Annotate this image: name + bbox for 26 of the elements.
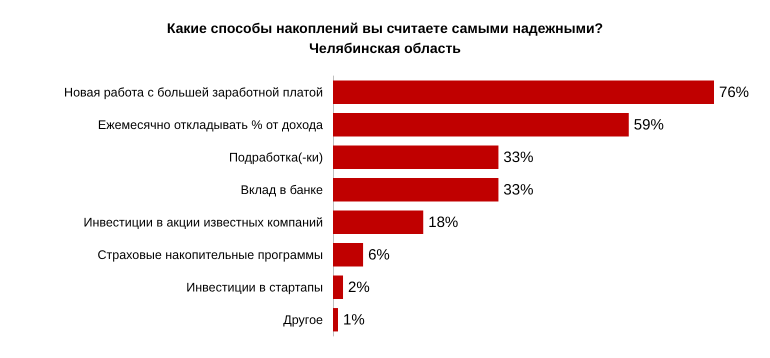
- y-tick-label: Подработка(-ки): [228, 150, 323, 164]
- y-tick-label: Новая работа с большей заработной платой: [64, 85, 324, 100]
- bar: [333, 210, 424, 234]
- y-tick-label: Страховые накопительные программы: [98, 248, 324, 262]
- y-tick-label: Инвестиции в стартапы: [186, 280, 324, 294]
- y-tick-label: Другое: [283, 312, 324, 327]
- y-tick-label: Ежемесячно откладывать % от дохода: [98, 118, 324, 132]
- data-label: 33%: [503, 181, 534, 198]
- data-label: 1%: [343, 311, 365, 328]
- y-tick-label: Инвестиции в акции известных компаний: [83, 215, 324, 230]
- bar: [333, 276, 344, 299]
- bar: [333, 178, 498, 202]
- bar: [333, 113, 629, 136]
- chart-subtitle: Челябинская область: [309, 40, 462, 56]
- bar: [333, 146, 498, 169]
- data-label: 2%: [348, 278, 370, 296]
- data-label: 76%: [719, 84, 750, 101]
- data-label: 6%: [368, 246, 390, 264]
- data-label: 18%: [428, 214, 458, 231]
- data-label: 33%: [503, 148, 534, 166]
- bar: [333, 80, 714, 104]
- bar: [333, 308, 338, 332]
- data-label: 59%: [634, 116, 664, 134]
- chart-title: Какие способы накоплений вы считаете самыми надежными?: [166, 20, 604, 36]
- bar: [333, 243, 364, 266]
- y-tick-label: Вклад в банке: [240, 182, 324, 197]
